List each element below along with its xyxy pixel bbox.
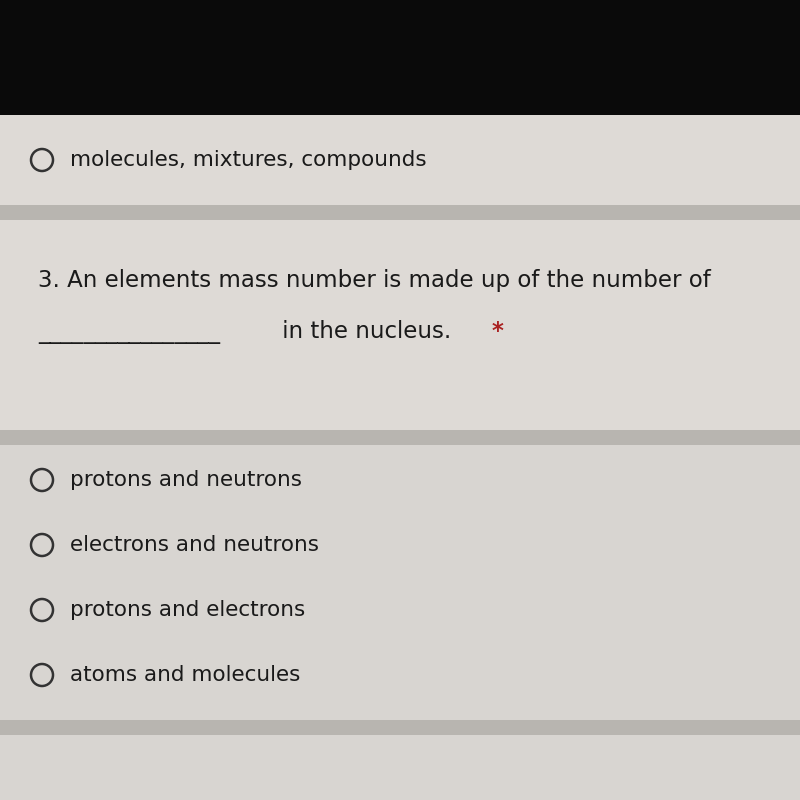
Text: protons and electrons: protons and electrons <box>70 600 306 620</box>
Text: in the nucleus.: in the nucleus. <box>275 321 458 343</box>
Text: molecules, mixtures, compounds: molecules, mixtures, compounds <box>70 150 426 170</box>
Text: *: * <box>492 321 504 343</box>
Text: protons and neutrons: protons and neutrons <box>70 470 302 490</box>
Bar <box>0 430 800 445</box>
Bar <box>0 445 800 720</box>
Text: ________________: ________________ <box>38 321 220 343</box>
Bar <box>0 0 800 115</box>
Bar <box>0 115 800 205</box>
Bar <box>0 735 800 800</box>
Text: atoms and molecules: atoms and molecules <box>70 665 300 685</box>
Text: electrons and neutrons: electrons and neutrons <box>70 535 319 555</box>
Text: 3. An elements mass number is made up of the number of: 3. An elements mass number is made up of… <box>38 269 710 291</box>
Bar <box>0 220 800 430</box>
Bar <box>0 205 800 220</box>
Bar <box>0 720 800 735</box>
